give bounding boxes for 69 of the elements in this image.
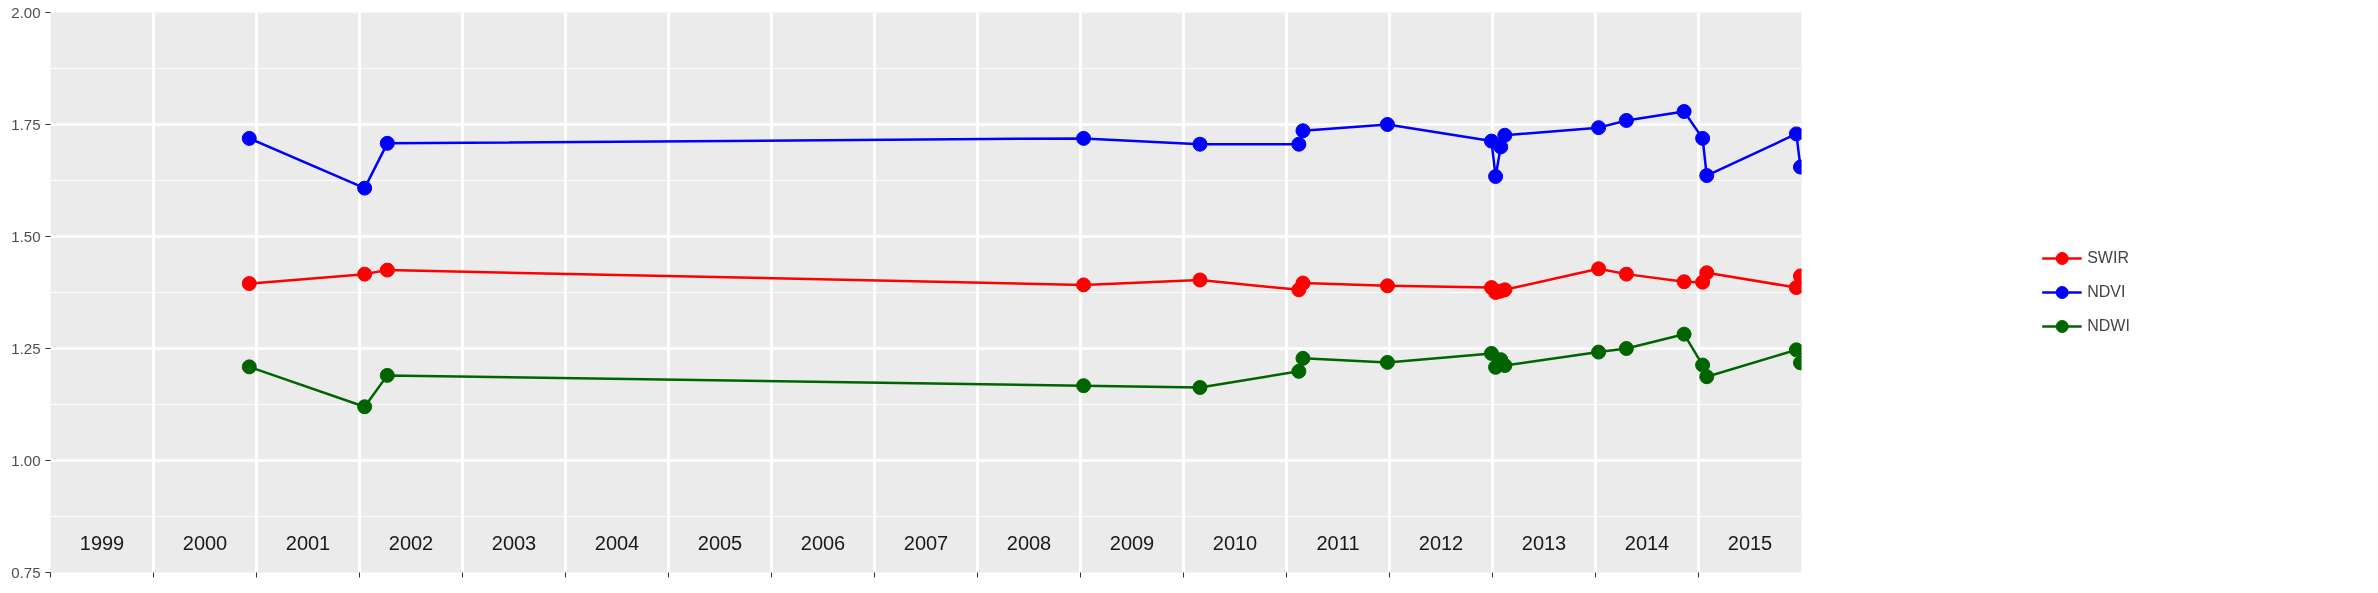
x-tick-label: 2003 xyxy=(491,532,537,555)
point xyxy=(1676,274,1692,290)
legend-label: SWIR xyxy=(2087,249,2129,267)
point xyxy=(1591,344,1607,360)
legend-label: NDVI xyxy=(2087,283,2126,301)
x-tick-label: 2004 xyxy=(594,532,640,555)
y-tick-label: 1.25 xyxy=(11,339,41,357)
point xyxy=(1676,326,1692,342)
point xyxy=(1295,123,1311,139)
x-tick-label: 2011 xyxy=(1316,532,1360,555)
point xyxy=(1295,275,1311,291)
y-tick-label: 1.50 xyxy=(11,227,41,245)
x-tick-label: 2007 xyxy=(903,532,949,555)
point xyxy=(379,262,395,278)
point xyxy=(1379,278,1395,294)
point xyxy=(1699,369,1715,385)
x-tick-label: 2015 xyxy=(1727,532,1773,555)
y-tick-label: 1.00 xyxy=(11,451,41,469)
point xyxy=(1695,130,1711,146)
point xyxy=(357,399,373,415)
x-tick-label: 2009 xyxy=(1109,532,1155,555)
x-tick-label: 2013 xyxy=(1521,532,1567,555)
point xyxy=(1192,272,1208,288)
point xyxy=(1379,117,1395,132)
point xyxy=(1618,266,1634,282)
point xyxy=(1076,378,1092,394)
point xyxy=(1591,261,1607,277)
y-tick-label: 0.75 xyxy=(11,563,41,581)
point xyxy=(1699,168,1715,184)
point xyxy=(1192,136,1208,152)
point xyxy=(1788,126,1802,142)
point xyxy=(1699,265,1715,281)
point xyxy=(1076,277,1092,293)
x-tick-label: 2002 xyxy=(388,532,434,555)
point xyxy=(1493,139,1509,155)
point xyxy=(1295,350,1311,366)
point xyxy=(1379,354,1395,370)
point xyxy=(379,367,395,383)
point xyxy=(1488,168,1504,184)
x-tick-label: 2001 xyxy=(285,532,331,555)
point xyxy=(357,180,373,196)
x-tick-label: 2012 xyxy=(1418,532,1464,555)
point xyxy=(1291,363,1307,379)
point xyxy=(1497,127,1513,143)
point xyxy=(1695,357,1711,373)
point xyxy=(1618,341,1634,356)
x-tick-label: 2005 xyxy=(697,532,743,555)
x-tick-label: 2008 xyxy=(1006,532,1052,555)
point xyxy=(241,276,257,292)
x-tick-label: 2000 xyxy=(182,532,228,555)
x-tick-label: 2006 xyxy=(800,532,846,555)
y-tick-label: 2.00 xyxy=(11,3,41,21)
point xyxy=(1291,136,1307,152)
point xyxy=(1788,342,1802,358)
point xyxy=(379,135,395,151)
legend-label: NDWI xyxy=(2087,317,2130,335)
point xyxy=(1618,112,1634,128)
point xyxy=(1788,280,1802,296)
point xyxy=(1591,120,1607,136)
point xyxy=(241,130,257,146)
x-tick-label: 2014 xyxy=(1624,532,1670,555)
point xyxy=(1192,379,1208,395)
point xyxy=(1076,130,1092,146)
y-tick-label: 1.75 xyxy=(11,115,41,133)
point xyxy=(241,359,257,375)
x-tick-label: 2010 xyxy=(1212,532,1258,555)
point xyxy=(357,266,373,282)
point xyxy=(1676,104,1692,119)
x-tick-label: 1999 xyxy=(79,532,125,555)
